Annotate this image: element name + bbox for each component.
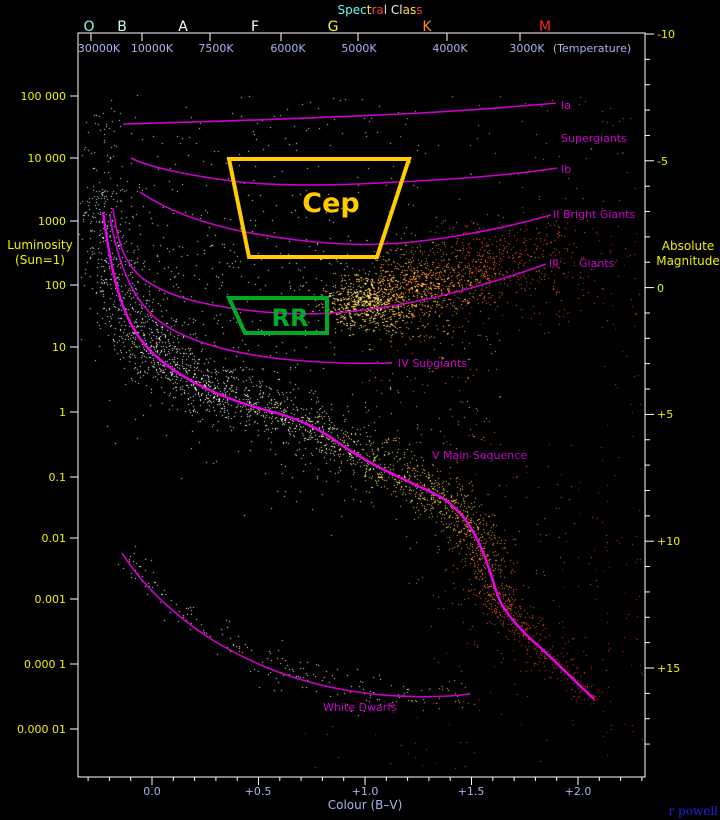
spectral-class-title: Spectral Class [337,3,422,17]
spectral-class-title-letter: s [416,3,423,17]
temperature-label: 30000K [78,42,121,55]
right-axis-title-line1: Absolute [661,239,715,253]
spectral-class-title-letter: l [399,3,403,17]
spectral-class-letter: A [178,19,188,35]
left-axis-tick-label: 0.01 [42,532,67,545]
class-line-label-Ia: Ia [561,99,571,112]
spectral-class-letter: F [251,19,259,35]
temperature-label: 10000K [131,42,174,55]
bottom-axis-title: Colour (B–V) [327,798,403,812]
class-line-III [112,207,547,315]
class-line-label-II: II Bright Giants [553,208,635,221]
left-axis-tick-label: 100 [45,279,66,292]
spectral-class-title-letter: r [371,3,377,17]
temperature-label: 3000K [509,42,545,55]
temperature-label: 5000K [341,42,377,55]
left-axis-tick-label: 0.000 01 [17,723,66,736]
left-axis-tick-label: 10 000 [28,152,67,165]
bottom-axis-tick-label: +0.5 [245,785,272,798]
class-line-II [139,191,552,246]
temperature-label: 4000K [432,42,468,55]
rr-region-outline [225,296,329,335]
class-line-Ib [130,157,558,186]
temperature-label: 6000K [270,42,306,55]
bottom-axis-tick-label: 0.0 [143,785,161,798]
right-axis-tick-label: -10 [657,28,675,41]
left-axis-tick-label: 100 000 [21,90,67,103]
supergiants-label: Supergiants [561,132,627,145]
right-axis-tick-label: +5 [657,408,673,421]
class-line-label-V: V Main Sequence [432,449,527,462]
left-axis-tick-label: 0.1 [49,471,67,484]
spectral-class-title-letter: S [337,3,346,17]
class-line-label-III: Giants [579,257,615,270]
spectral-class-title-letter: a [402,3,410,17]
class-line-Ia [122,102,557,125]
spectral-class-title-letter: s [410,3,417,17]
cep-region-label: Cep [302,188,359,219]
left-axis-tick-label: 0.000 1 [24,658,66,671]
class-line-label-WD: White Dwarfs [323,701,397,714]
bottom-axis-tick-label: +1.0 [352,785,379,798]
spectral-class-title-letter: t [366,3,372,17]
author-signature: r powell [668,804,718,818]
bottom-axis-tick-label: +2.0 [565,785,592,798]
left-axis-tick-label: 1000 [38,215,66,228]
cep-region-outline [226,157,412,259]
right-axis-tick-label: +10 [657,535,680,548]
right-axis-title-line2: Magnitude [656,254,720,268]
spectral-class-letter: O [83,19,94,35]
right-axis-tick-label: -5 [657,155,668,168]
left-axis-tick-label: 0.001 [35,593,67,606]
spectral-class-letter: G [328,19,339,35]
class-line-V [101,211,595,700]
spectral-class-letter: K [422,19,432,35]
class-line-label-III: III [549,257,559,270]
right-axis-title: Absolute Magnitude [656,239,720,269]
temperature-label: (Temperature) [553,42,631,55]
right-axis-tick-label: 0 [657,282,664,295]
left-axis-tick-label: 10 [52,341,66,354]
rr-region-label: RR [272,304,309,332]
spectral-class-letter: M [539,19,551,35]
spectral-class-title-letter: p [345,3,353,17]
class-line-label-IV: IV Subgiants [398,357,467,370]
bottom-axis-tick-label: +1.5 [458,785,485,798]
plot-frame [77,32,646,778]
class-line-IV [109,215,393,365]
spectral-class-title-letter: e [352,3,361,17]
spectral-class-title-letter: l [383,3,388,17]
spectral-class-title-letter: c [360,3,367,17]
spectral-class-title-letter: C [390,3,400,17]
left-axis-title: Luminosity (Sun=1) [7,238,72,268]
class-line-label-Ib: Ib [561,163,571,176]
spectral-class-letter: B [117,19,127,35]
temperature-label: 7500K [198,42,234,55]
class-line-WD [121,552,471,698]
spectral-class-title-letter: a [376,3,384,17]
right-axis-tick-label: +15 [657,662,680,675]
left-axis-title-line1: Luminosity [7,238,73,252]
left-axis-tick-label: 1 [59,406,66,419]
left-axis-title-line2: (Sun=1) [15,253,65,267]
